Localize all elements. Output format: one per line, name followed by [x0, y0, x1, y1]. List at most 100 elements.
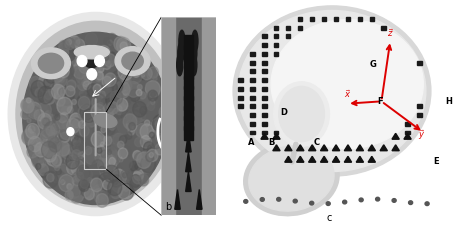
- Circle shape: [45, 111, 53, 120]
- Circle shape: [67, 107, 73, 114]
- Text: $\vec{x}$: $\vec{x}$: [344, 87, 351, 99]
- Circle shape: [146, 81, 160, 98]
- Circle shape: [98, 46, 110, 60]
- Circle shape: [127, 66, 141, 82]
- Circle shape: [108, 180, 122, 196]
- Circle shape: [122, 50, 128, 57]
- Bar: [183, 96, 193, 110]
- Circle shape: [74, 38, 82, 46]
- Circle shape: [67, 161, 79, 175]
- Circle shape: [65, 39, 75, 50]
- Circle shape: [137, 93, 150, 108]
- Circle shape: [84, 55, 95, 68]
- Circle shape: [133, 102, 146, 117]
- Circle shape: [46, 174, 54, 182]
- Circle shape: [103, 103, 116, 117]
- Circle shape: [61, 53, 74, 68]
- Circle shape: [48, 102, 59, 114]
- Circle shape: [157, 113, 172, 129]
- Circle shape: [94, 95, 106, 107]
- Circle shape: [40, 130, 55, 147]
- Circle shape: [144, 66, 155, 78]
- Circle shape: [95, 67, 100, 73]
- Circle shape: [91, 45, 100, 54]
- Circle shape: [118, 119, 131, 135]
- Circle shape: [66, 154, 79, 169]
- Polygon shape: [186, 152, 191, 172]
- Circle shape: [85, 33, 98, 47]
- Polygon shape: [368, 157, 375, 163]
- Circle shape: [72, 100, 76, 105]
- Circle shape: [42, 120, 46, 124]
- Circle shape: [326, 202, 330, 206]
- Circle shape: [114, 77, 122, 86]
- Circle shape: [179, 31, 185, 53]
- Circle shape: [79, 59, 92, 74]
- Circle shape: [136, 90, 142, 97]
- Circle shape: [76, 157, 85, 168]
- Circle shape: [100, 153, 105, 158]
- Circle shape: [70, 139, 85, 156]
- Circle shape: [392, 199, 396, 202]
- Circle shape: [140, 124, 154, 140]
- Circle shape: [127, 110, 141, 126]
- Circle shape: [100, 185, 110, 197]
- Bar: [286, 35, 291, 39]
- Circle shape: [57, 98, 72, 115]
- Circle shape: [56, 116, 69, 130]
- Circle shape: [152, 122, 156, 128]
- Circle shape: [277, 198, 281, 201]
- Circle shape: [140, 107, 147, 115]
- Circle shape: [43, 118, 49, 126]
- Circle shape: [260, 198, 264, 202]
- Circle shape: [55, 71, 59, 76]
- Circle shape: [85, 187, 96, 199]
- Bar: [183, 76, 193, 90]
- Circle shape: [38, 87, 54, 104]
- Circle shape: [61, 113, 68, 121]
- Circle shape: [120, 65, 125, 71]
- Polygon shape: [356, 157, 364, 163]
- Bar: [262, 122, 266, 126]
- Bar: [250, 96, 255, 100]
- Circle shape: [60, 45, 69, 56]
- Bar: [84, 112, 106, 169]
- Bar: [310, 18, 314, 22]
- Circle shape: [109, 53, 115, 61]
- Circle shape: [96, 191, 104, 200]
- Polygon shape: [285, 157, 292, 163]
- Polygon shape: [356, 145, 364, 151]
- Circle shape: [40, 126, 53, 140]
- Circle shape: [49, 138, 62, 152]
- Bar: [274, 53, 279, 57]
- Text: C: C: [314, 137, 320, 147]
- Circle shape: [31, 81, 46, 98]
- Circle shape: [44, 78, 54, 89]
- Circle shape: [67, 192, 72, 197]
- Circle shape: [138, 174, 149, 186]
- Circle shape: [72, 137, 85, 152]
- Circle shape: [63, 39, 75, 53]
- Circle shape: [27, 119, 31, 123]
- Polygon shape: [186, 172, 191, 192]
- Bar: [405, 122, 410, 126]
- Circle shape: [128, 48, 138, 60]
- Circle shape: [34, 89, 40, 96]
- Polygon shape: [404, 134, 411, 140]
- Circle shape: [425, 202, 429, 206]
- Text: E: E: [433, 156, 439, 165]
- Circle shape: [95, 149, 109, 165]
- Circle shape: [79, 180, 89, 192]
- Ellipse shape: [94, 114, 117, 128]
- Circle shape: [104, 135, 118, 152]
- Circle shape: [56, 169, 62, 175]
- Circle shape: [75, 172, 84, 182]
- Circle shape: [117, 106, 122, 112]
- Circle shape: [39, 73, 52, 87]
- Circle shape: [98, 149, 104, 155]
- Circle shape: [134, 153, 147, 168]
- Circle shape: [102, 77, 112, 88]
- Circle shape: [72, 172, 83, 184]
- Circle shape: [111, 176, 126, 193]
- Circle shape: [103, 61, 111, 70]
